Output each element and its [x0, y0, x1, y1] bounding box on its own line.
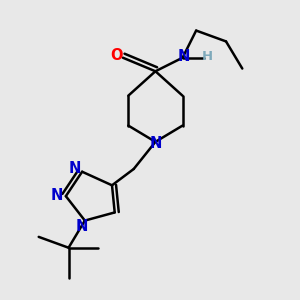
Text: O: O [110, 48, 122, 63]
Text: N: N [178, 49, 190, 64]
Text: N: N [76, 219, 88, 234]
Text: N: N [51, 188, 63, 203]
Text: N: N [68, 161, 81, 176]
Text: H: H [201, 50, 213, 63]
Text: N: N [149, 136, 162, 151]
